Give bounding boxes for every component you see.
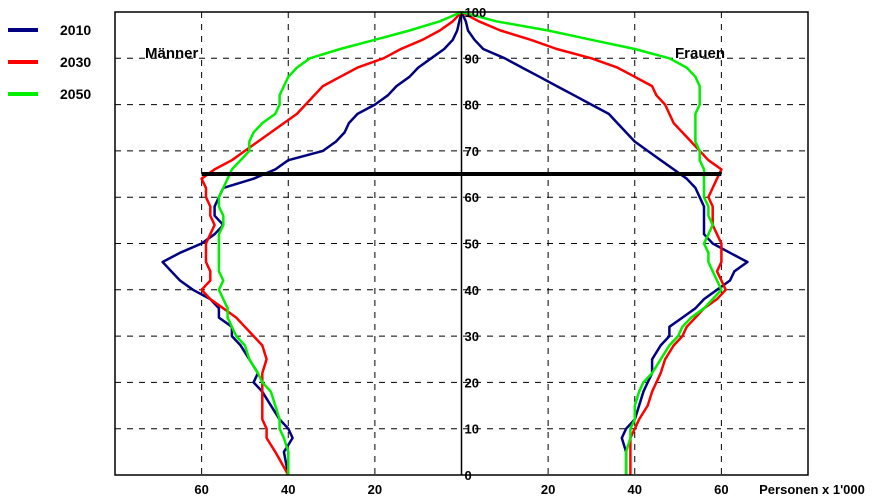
x-tick-labels: 60 40 20 20 40 60	[194, 482, 728, 497]
y-tick-label: 10	[465, 422, 479, 437]
legend: 2010 2030 2050	[8, 22, 91, 102]
legend-label: 2030	[60, 54, 91, 70]
y-tick-label: 40	[465, 283, 479, 298]
x-tick-label: 60	[194, 482, 208, 497]
x-tick-label: 60	[714, 482, 728, 497]
y-tick-label: 50	[465, 237, 479, 252]
x-tick-label: 20	[541, 482, 555, 497]
y-tick-label: 70	[465, 144, 479, 159]
y-tick-label: 80	[465, 98, 479, 113]
series-2030-men-line	[200, 11, 463, 476]
y-tick-label: 30	[465, 329, 479, 344]
legend-label: 2010	[60, 22, 91, 38]
series-lines	[161, 10, 749, 476]
legend-label: 2050	[60, 86, 91, 102]
y-tick-label: 100	[465, 5, 487, 20]
men-label: Männer	[145, 45, 199, 62]
x-axis-label: Personen x 1'000	[759, 482, 865, 497]
series-2050-men-line	[217, 10, 462, 475]
x-tick-label: 40	[281, 482, 295, 497]
y-tick-label: 20	[465, 375, 479, 390]
women-label: Frauen	[675, 45, 725, 62]
x-tick-label: 40	[628, 482, 642, 497]
x-tick-label: 20	[368, 482, 382, 497]
y-tick-label: 90	[465, 51, 479, 66]
y-tick-labels: 0 10 20 30 40 50 60 70 80 90 100	[465, 5, 487, 483]
series-2050-women-line	[461, 10, 723, 475]
y-tick-label: 0	[465, 468, 472, 483]
y-tick-label: 60	[465, 190, 479, 205]
